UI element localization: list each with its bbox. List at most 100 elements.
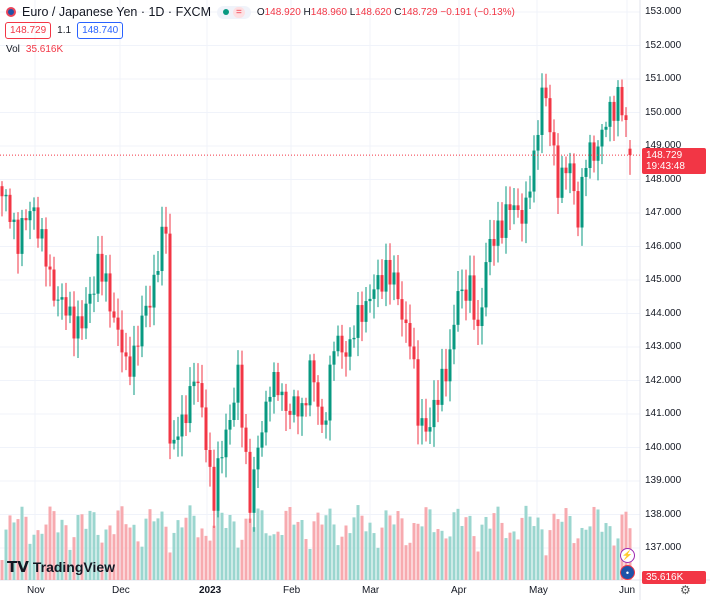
volume-bar — [428, 509, 432, 580]
volume-bar — [144, 518, 148, 580]
candle-body — [444, 368, 448, 382]
volume-bar — [356, 505, 360, 580]
volume-bar — [280, 534, 284, 580]
candle-body — [260, 432, 264, 448]
price-tick: 146.000 — [645, 240, 682, 252]
candle-body — [180, 414, 184, 437]
volume-bar — [572, 543, 576, 580]
candle-body — [600, 129, 604, 147]
candle-body — [388, 259, 392, 285]
volume-bar — [352, 517, 356, 580]
candle-body — [248, 451, 252, 513]
volume-bar — [552, 513, 556, 580]
candle-body — [184, 414, 188, 424]
price-tick: 149.000 — [645, 140, 682, 151]
volume-bar — [156, 518, 160, 580]
candle-body — [308, 360, 312, 406]
candle-body — [368, 298, 372, 302]
volume-bar — [584, 529, 588, 580]
candle-body — [460, 289, 464, 292]
candle-body — [252, 469, 256, 513]
candle-body — [476, 319, 480, 327]
volume-bar — [276, 531, 280, 580]
candle-body — [484, 262, 488, 308]
candle-body — [72, 306, 76, 339]
volume-bar — [480, 524, 484, 580]
symbol-title[interactable]: Euro / Japanese Yen · 1D · FXCM — [22, 5, 211, 19]
candle-body — [620, 86, 624, 116]
volume-bar — [532, 526, 536, 580]
candle-body — [96, 253, 100, 294]
market-status[interactable]: = — [216, 5, 251, 19]
candle-body — [532, 150, 536, 192]
volume-bar — [172, 532, 176, 580]
volume-bar — [8, 515, 12, 580]
candle-body — [108, 273, 112, 312]
volume-bar — [388, 515, 392, 580]
volume-bar — [492, 513, 496, 580]
candle-body — [208, 449, 212, 467]
volume-bar — [380, 527, 384, 580]
volume-bar — [0, 560, 4, 580]
volume-bar — [392, 524, 396, 580]
volume-bar — [24, 516, 28, 580]
volume-bar — [608, 526, 612, 580]
volume-bar — [64, 525, 68, 580]
volume-bar — [92, 512, 96, 580]
volume-bar — [256, 508, 260, 580]
candle-body — [304, 403, 308, 406]
volume-bar — [128, 527, 132, 580]
tradingview-logo[interactable]: 𝗧𝗩 TradingView — [7, 559, 116, 576]
time-tick: Nov — [27, 585, 45, 596]
candle-body — [128, 356, 132, 377]
volume-bar — [228, 514, 232, 580]
candle-body — [132, 345, 136, 377]
candle-body — [396, 272, 400, 300]
candle-body — [324, 420, 328, 425]
candle-body — [360, 305, 364, 322]
volume-bar — [220, 512, 224, 580]
candle-body — [64, 297, 68, 316]
price-tick: 138.000 — [645, 508, 682, 520]
lightning-icon[interactable]: ⚡ — [620, 548, 635, 563]
candle-body — [236, 364, 240, 403]
volume-bar — [204, 535, 208, 580]
volume-bar — [368, 522, 372, 580]
volume-bar — [120, 506, 124, 580]
volume-bar — [408, 542, 412, 580]
volume-bar — [300, 520, 304, 580]
candle-body — [80, 316, 84, 329]
price-tick: 140.000 — [645, 441, 682, 453]
price-tick: 139.000 — [645, 475, 682, 486]
volume-bar — [484, 516, 488, 580]
volume-bar — [104, 529, 108, 580]
volume-bar — [304, 538, 308, 580]
settings-gear-icon[interactable]: ⚙ — [680, 583, 691, 597]
candle-body — [568, 163, 572, 174]
volume-bar — [328, 508, 332, 580]
candle-body — [124, 352, 128, 357]
candle-body — [224, 429, 228, 458]
candle-body — [44, 229, 48, 267]
candle-body — [344, 352, 348, 357]
candle-body — [164, 226, 168, 234]
candle-body — [280, 391, 284, 396]
volume-bar — [396, 511, 400, 580]
candle-body — [8, 194, 12, 222]
candle-body — [140, 315, 144, 347]
volume-bar — [548, 530, 552, 580]
eur-flag-icon[interactable]: • — [620, 565, 635, 580]
volume-bar — [536, 517, 540, 580]
sell-button[interactable]: 148.729 — [5, 22, 52, 39]
volume-bar — [440, 530, 444, 580]
volume-bar — [76, 515, 80, 580]
candle-body — [212, 466, 216, 511]
candle-body — [528, 191, 532, 198]
candle-body — [200, 383, 204, 408]
buy-button[interactable]: 148.740 — [77, 22, 124, 39]
volume-bar — [288, 507, 292, 580]
volume-bar — [516, 539, 520, 580]
candle-body — [624, 115, 628, 121]
volume-bar — [140, 546, 144, 580]
